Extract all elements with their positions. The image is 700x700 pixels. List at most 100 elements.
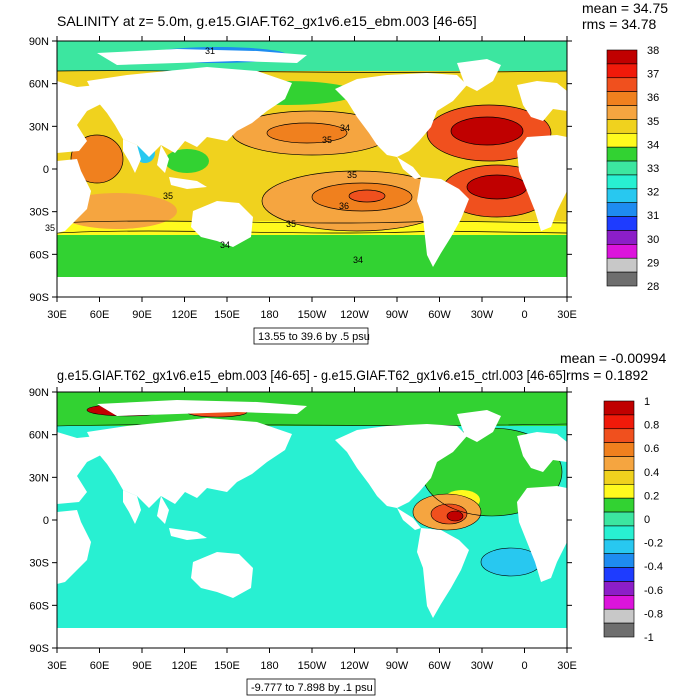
colorbar-label: 1 [644, 396, 650, 408]
contour-label: 35 [286, 219, 296, 229]
colorbar-swatch [606, 105, 638, 120]
colorbar-swatch [603, 497, 635, 513]
colorbar-swatch [606, 146, 638, 162]
contour-label: 35 [347, 170, 357, 180]
contour-label: 34 [353, 255, 363, 265]
bottom-range-note: -9.777 to 7.898 by .1 psu [251, 682, 373, 694]
lat-label: 60N [29, 79, 49, 91]
colorbar-label: 0.6 [644, 443, 659, 455]
colorbar-label: 37 [647, 69, 659, 81]
top-south-band [57, 231, 567, 277]
colorbar-label: -0.6 [644, 585, 663, 597]
lon-label: 60E [90, 660, 110, 672]
lon-label: 90W [386, 309, 409, 321]
contour-label: 36 [339, 201, 349, 211]
lon-label: 180 [260, 309, 278, 321]
colorbar-label: 35 [647, 116, 659, 128]
top-spac-peak [349, 190, 385, 202]
colorbar-label: 34 [647, 139, 659, 151]
bottom-map [56, 391, 568, 649]
colorbar-swatch [603, 553, 635, 568]
colorbar-swatch [606, 216, 638, 231]
colorbar-swatch [606, 91, 638, 106]
lat-label: 0 [43, 164, 49, 176]
colorbar-label: 38 [647, 45, 659, 57]
colorbar-swatch [603, 539, 635, 555]
colorbar-swatch [606, 49, 638, 65]
colorbar-label: 0 [644, 514, 650, 526]
bottom-title: g.e15.GIAF.T62_gx1v6.e15_ebm.003 [46-65]… [57, 367, 566, 383]
colorbar-swatch [603, 456, 635, 471]
bottom-plume-core [447, 511, 463, 521]
lon-label: 180 [260, 660, 278, 672]
colorbar-swatch [603, 470, 635, 485]
colorbar-label: 0.8 [644, 420, 659, 432]
colorbar-swatch [603, 622, 635, 638]
colorbar-label: 33 [647, 163, 659, 175]
bottom-satl-neg [481, 548, 541, 576]
lon-label: 0 [521, 660, 527, 672]
colorbar-swatch [606, 160, 638, 176]
colorbar-swatch [603, 567, 635, 582]
top-lat-axis: 90N 60N 30N 0 30S 60S 90S [29, 36, 572, 304]
colorbar-swatch [603, 525, 635, 541]
colorbar-swatch [603, 511, 635, 527]
colorbar-label: -0.4 [644, 561, 663, 573]
bottom-panel: g.e15.GIAF.T62_gx1v6.e15_ebm.003 [46-65]… [29, 350, 666, 696]
bottom-mean: mean = -0.00994 [560, 350, 666, 366]
colorbar-swatch [603, 414, 635, 430]
colorbar-swatch [606, 202, 638, 217]
top-lon-axis: 30E 60E 90E 120E 150E 180 150W 120W 90W 60W 30W 0 30… [47, 36, 577, 321]
top-title: SALINITY at z= 5.0m, g.e15.GIAF.T62_gx1v… [57, 13, 477, 29]
bottom-colorbar: 1 0.8 0.6 0.4 0.2 0 -0.2 -0.4 -0.6 -0.8 -1 [603, 396, 663, 644]
colorbar-swatch [606, 244, 638, 259]
lat-label: 90N [29, 36, 49, 48]
top-npac-core [267, 123, 347, 143]
colorbar-label: 0.2 [644, 490, 659, 502]
colorbar-label: 32 [647, 187, 659, 199]
lat-label: 90S [29, 292, 49, 304]
top-rms: rms = 34.78 [582, 16, 657, 32]
colorbar-swatch [606, 257, 638, 273]
contour-label: 35 [45, 223, 55, 233]
top-satl-core [467, 175, 527, 199]
lon-label: 120W [340, 309, 369, 321]
colorbar-swatch [603, 428, 635, 443]
top-contour-labels: 31 35 34 35 35 36 35 35 34 34 [45, 46, 363, 265]
lon-label: 120E [172, 309, 198, 321]
colorbar-swatch [606, 271, 638, 287]
colorbar-swatch [606, 119, 638, 134]
lon-label: 30E [557, 309, 577, 321]
colorbar-swatch [603, 483, 635, 499]
lat-label: 30S [29, 207, 49, 219]
lon-label: 30E [47, 660, 67, 672]
colorbar-swatch [603, 400, 635, 416]
lon-label: 30W [471, 309, 494, 321]
lat-label: 90N [29, 387, 49, 399]
colorbar-label: 0.4 [644, 467, 659, 479]
bottom-rms: rms = 0.1892 [566, 367, 648, 383]
bottom-range-box: -9.777 to 7.898 by .1 psu [246, 678, 376, 696]
contour-label: 31 [205, 46, 215, 56]
top-arabian [71, 135, 123, 183]
lat-label: 60S [29, 249, 49, 261]
lat-label: 30N [29, 121, 49, 133]
top-range-note: 13.55 to 39.6 by .5 psu [258, 331, 370, 343]
lon-label: 30E [47, 309, 67, 321]
lon-label: 150W [298, 309, 327, 321]
colorbar-label: 31 [647, 210, 659, 222]
colorbar-swatch [603, 581, 635, 596]
contour-label: 35 [163, 191, 173, 201]
colorbar-label: 36 [647, 92, 659, 104]
top-colorbar: 38 37 36 35 34 33 32 31 30 29 28 [606, 45, 659, 293]
lat-label: 30N [29, 472, 49, 484]
lat-label: 0 [43, 515, 49, 527]
lon-label: 30E [557, 660, 577, 672]
contour-label: 34 [340, 123, 350, 133]
lon-label: 90W [386, 660, 409, 672]
colorbar-swatch [606, 132, 638, 148]
colorbar-label: -1 [644, 632, 654, 644]
lon-label: 60E [90, 309, 110, 321]
lat-label: 90S [29, 643, 49, 655]
